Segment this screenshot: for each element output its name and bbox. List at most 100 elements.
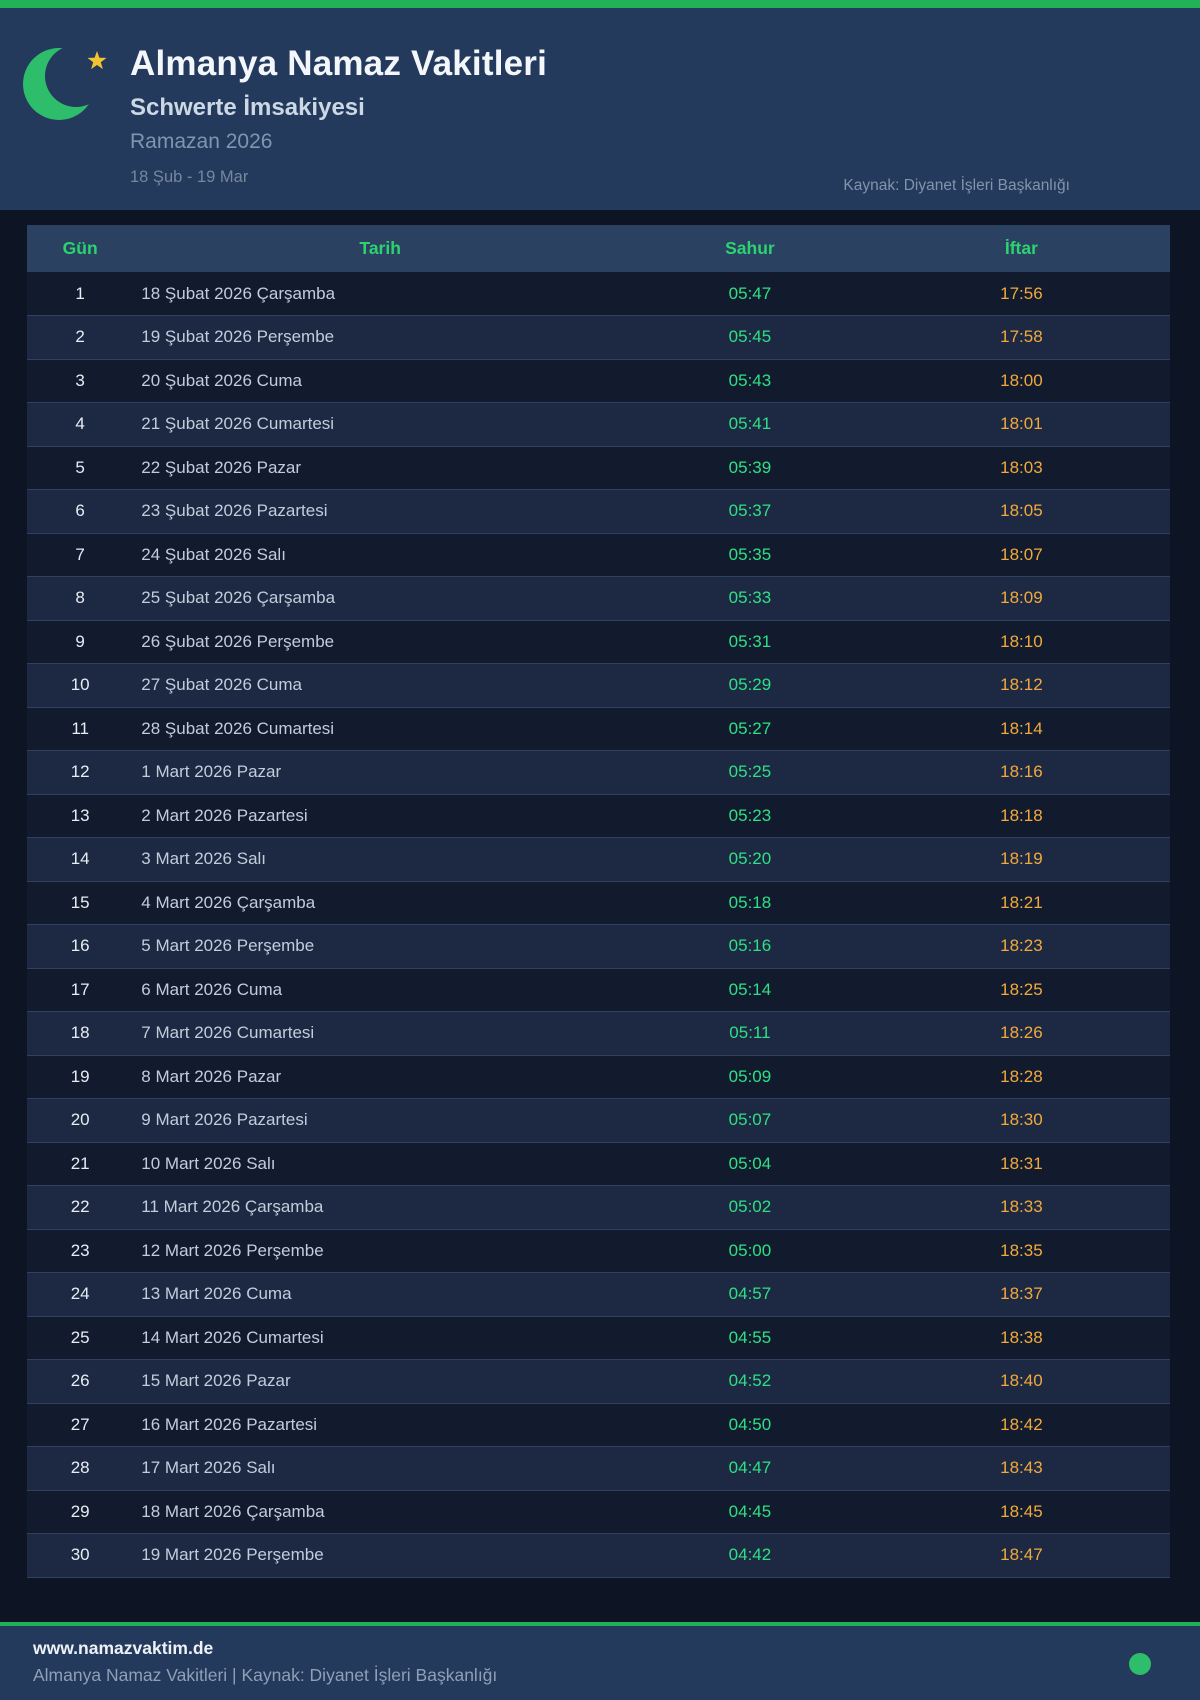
sahur-time: 05:33 xyxy=(728,588,772,608)
sahur-time: 05:09 xyxy=(728,1066,772,1086)
sahur-time: 05:35 xyxy=(728,544,772,564)
date-cell: 13 Mart 2026 Cuma xyxy=(141,1284,292,1304)
day-number: 13 xyxy=(70,805,90,825)
table-row: 9 26 Şubat 2026 Perşembe 05:31 18:10 xyxy=(27,620,1170,664)
table-row: 23 12 Mart 2026 Perşembe 05:00 18:35 xyxy=(27,1229,1170,1273)
date-cell: 22 Şubat 2026 Pazar xyxy=(141,457,302,477)
sahur-time: 05:47 xyxy=(728,283,772,303)
table-row: 2 19 Şubat 2026 Perşembe 05:45 17:58 xyxy=(27,315,1170,359)
top-accent-bar xyxy=(0,0,1200,8)
date-cell: 12 Mart 2026 Perşembe xyxy=(141,1240,324,1260)
day-number: 12 xyxy=(70,762,90,782)
iftar-time: 18:03 xyxy=(1000,457,1043,477)
day-number: 18 xyxy=(70,1023,90,1043)
table-row: 11 28 Şubat 2026 Cumartesi 05:27 18:14 xyxy=(27,707,1170,751)
sahur-time: 05:16 xyxy=(728,936,772,956)
date-cell: 28 Şubat 2026 Cumartesi xyxy=(141,718,335,738)
table-row: 19 8 Mart 2026 Pazar 05:09 18:28 xyxy=(27,1055,1170,1099)
table-row: 4 21 Şubat 2026 Cumartesi 05:41 18:01 xyxy=(27,402,1170,446)
date-cell: 5 Mart 2026 Perşembe xyxy=(141,936,315,956)
day-number: 15 xyxy=(70,892,90,912)
sahur-time: 05:14 xyxy=(728,979,772,999)
table-header-row: Gün Tarih Sahur İftar xyxy=(27,225,1170,272)
day-number: 26 xyxy=(70,1371,90,1391)
iftar-time: 18:42 xyxy=(1000,1414,1043,1434)
sahur-time: 04:57 xyxy=(728,1284,772,1304)
iftar-time: 18:47 xyxy=(1000,1545,1043,1565)
table-row: 12 1 Mart 2026 Pazar 05:25 18:16 xyxy=(27,750,1170,794)
page-header: Almanya Namaz Vakitleri Schwerte İmsakiy… xyxy=(0,8,1200,210)
day-number: 23 xyxy=(70,1240,90,1260)
sahur-time: 05:41 xyxy=(728,414,772,434)
iftar-time: 18:18 xyxy=(1000,805,1043,825)
day-number: 4 xyxy=(75,414,85,434)
day-number: 11 xyxy=(71,718,89,738)
date-cell: 1 Mart 2026 Pazar xyxy=(141,762,282,782)
season-label: Ramazan 2026 xyxy=(130,130,273,153)
table-row: 3 20 Şubat 2026 Cuma 05:43 18:00 xyxy=(27,359,1170,403)
table-row: 6 23 Şubat 2026 Pazartesi 05:37 18:05 xyxy=(27,489,1170,533)
iftar-time: 18:23 xyxy=(1000,936,1043,956)
iftar-time: 18:21 xyxy=(1000,892,1043,912)
date-cell: 24 Şubat 2026 Salı xyxy=(141,544,286,564)
table-row: 22 11 Mart 2026 Çarşamba 05:02 18:33 xyxy=(27,1185,1170,1229)
table-row: 8 25 Şubat 2026 Çarşamba 05:33 18:09 xyxy=(27,576,1170,620)
date-cell: 16 Mart 2026 Pazartesi xyxy=(141,1414,318,1434)
day-number: 21 xyxy=(70,1153,90,1173)
iftar-time: 17:56 xyxy=(1000,283,1043,303)
table-row: 28 17 Mart 2026 Salı 04:47 18:43 xyxy=(27,1446,1170,1490)
date-cell: 17 Mart 2026 Salı xyxy=(141,1458,276,1478)
table-row: 7 24 Şubat 2026 Salı 05:35 18:07 xyxy=(27,533,1170,577)
table-row: 27 16 Mart 2026 Pazartesi 04:50 18:42 xyxy=(27,1403,1170,1447)
footer-accent-line xyxy=(0,1622,1200,1626)
table-header: Gün Tarih Sahur İftar xyxy=(27,225,1170,272)
iftar-time: 18:31 xyxy=(1000,1153,1043,1173)
table-row: 13 2 Mart 2026 Pazartesi 05:23 18:18 xyxy=(27,794,1170,838)
page-title: Almanya Namaz Vakitleri xyxy=(130,44,548,83)
date-cell: 26 Şubat 2026 Perşembe xyxy=(141,631,335,651)
day-number: 9 xyxy=(75,631,85,651)
date-cell: 10 Mart 2026 Salı xyxy=(141,1153,276,1173)
sahur-time: 05:43 xyxy=(728,370,772,390)
sahur-time: 05:23 xyxy=(728,805,772,825)
table-row: 5 22 Şubat 2026 Pazar 05:39 18:03 xyxy=(27,446,1170,490)
column-header-sahur: Sahur xyxy=(725,238,775,258)
iftar-time: 18:25 xyxy=(1000,979,1043,999)
day-number: 27 xyxy=(70,1414,90,1434)
day-number: 14 xyxy=(70,849,90,869)
footer-tagline: Almanya Namaz Vakitleri | Kaynak: Diyane… xyxy=(33,1665,498,1685)
day-number: 7 xyxy=(75,544,85,564)
sahur-time: 05:11 xyxy=(729,1023,771,1043)
day-number: 16 xyxy=(70,936,90,956)
sahur-time: 05:07 xyxy=(728,1110,772,1130)
date-cell: 9 Mart 2026 Pazartesi xyxy=(141,1110,308,1130)
table-row: 17 6 Mart 2026 Cuma 05:14 18:25 xyxy=(27,968,1170,1012)
iftar-time: 18:14 xyxy=(1000,718,1043,738)
column-header-day: Gün xyxy=(62,238,98,258)
website-url: www.namazvaktim.de xyxy=(33,1638,214,1658)
date-cell: 18 Şubat 2026 Çarşamba xyxy=(141,283,336,303)
sahur-time: 04:45 xyxy=(728,1501,772,1521)
table-row: 14 3 Mart 2026 Salı 05:20 18:19 xyxy=(27,837,1170,881)
day-number: 30 xyxy=(70,1545,90,1565)
sahur-time: 05:37 xyxy=(728,501,772,521)
day-number: 6 xyxy=(75,501,85,521)
day-number: 2 xyxy=(75,327,85,347)
table-row: 1 18 Şubat 2026 Çarşamba 05:47 17:56 xyxy=(27,272,1170,316)
table-row: 26 15 Mart 2026 Pazar 04:52 18:40 xyxy=(27,1359,1170,1403)
sahur-time: 04:50 xyxy=(728,1414,772,1434)
day-number: 8 xyxy=(75,588,85,608)
sahur-time: 05:31 xyxy=(728,631,772,651)
sahur-time: 05:29 xyxy=(728,675,772,695)
date-cell: 4 Mart 2026 Çarşamba xyxy=(141,892,316,912)
table-section: Gün Tarih Sahur İftar 1 18 Şubat 2026 Çar… xyxy=(0,210,1200,1622)
table-row: 21 10 Mart 2026 Salı 05:04 18:31 xyxy=(27,1142,1170,1186)
status-dot-icon xyxy=(1129,1653,1151,1675)
table-row: 30 19 Mart 2026 Perşembe 04:42 18:47 xyxy=(27,1533,1170,1577)
table-row: 29 18 Mart 2026 Çarşamba 04:45 18:45 xyxy=(27,1490,1170,1534)
iftar-time: 18:19 xyxy=(1000,849,1043,869)
iftar-time: 18:43 xyxy=(1000,1458,1043,1478)
crescent-moon-star-icon xyxy=(23,45,107,120)
iftar-time: 18:38 xyxy=(1000,1327,1043,1347)
date-cell: 3 Mart 2026 Salı xyxy=(141,849,267,869)
